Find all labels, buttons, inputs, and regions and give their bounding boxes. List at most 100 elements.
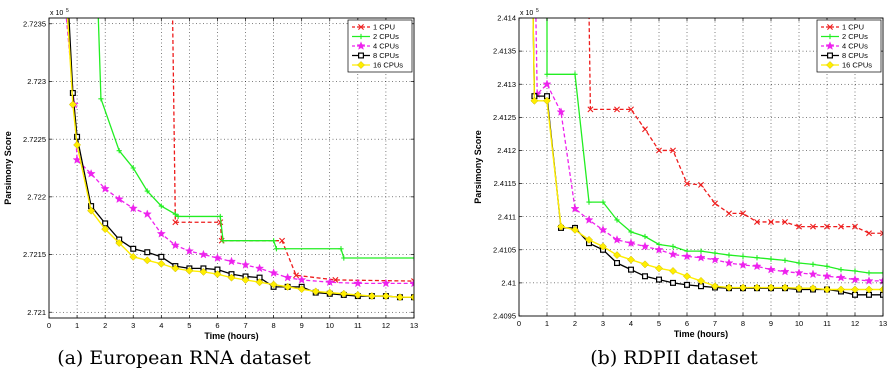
chart-a-series-4-point-15 — [255, 278, 264, 287]
chart-a-series-4-point-2 — [73, 140, 82, 149]
chart-a-series-group — [65, 10, 414, 302]
chart-european-rna: 0 1 2 3 4 5 6 7 8 9 10 11 12 132.7212.72152.7222.7225… — [3, 8, 418, 341]
chart-b-xtick-label-4: 4 — [629, 319, 633, 328]
chart-b-series-4-point-21 — [809, 284, 817, 293]
chart-a-legend-marker-2 — [356, 41, 366, 50]
chart-a-series-line-0 — [171, 18, 414, 282]
chart-a-series-4-point-16 — [269, 280, 278, 289]
chart-a-series-1-point-10 — [271, 238, 277, 244]
chart-a-ytick-label-0: 2.721 — [27, 308, 46, 317]
chart-a-series-4-point-17 — [283, 282, 292, 291]
chart-a-series-4-point-12 — [213, 270, 222, 279]
chart-a-series-2-point-7 — [142, 209, 152, 219]
chart-b-series-2-point-24 — [850, 274, 860, 284]
chart-a-xtick-label-13: 13 — [410, 321, 418, 330]
chart-a-series-2-point-13 — [226, 256, 237, 266]
chart-a-series-1-point-2 — [116, 148, 122, 154]
chart-a-series-2-point-3 — [86, 169, 96, 178]
chart-a-xtick-label-8: 8 — [272, 321, 276, 330]
chart-b-series-3-point-7 — [613, 260, 620, 267]
chart-b-multiplier-exp: 5 — [536, 8, 539, 14]
chart-b-legend-marker-3 — [826, 52, 833, 59]
chart-a-series-3-point-8 — [158, 253, 165, 260]
chart-b-multiplier: x 10 — [520, 10, 533, 17]
chart-a-series-4-point-25 — [396, 293, 404, 302]
chart-b-xtick-label-11: 11 — [823, 319, 831, 328]
caption-b: (b) RDPII dataset — [590, 347, 758, 369]
chart-b-series-0-point-20 — [852, 223, 858, 230]
chart-b-ytick-label-0: 2.4095 — [493, 312, 516, 321]
chart-b-series-1-point-3 — [586, 199, 592, 205]
chart-b-series-0-point-16 — [796, 223, 802, 230]
chart-a-xtick-label-5: 5 — [187, 321, 191, 330]
chart-a-legend-label-1: 2 CPUs — [373, 32, 399, 41]
chart-b-series-2-point-18 — [766, 264, 776, 274]
chart-a-series-0-point-1 — [170, 10, 175, 15]
chart-a-series-2-point-17 — [283, 272, 293, 282]
chart-b-series-4-point-26 — [879, 285, 883, 294]
chart-a-series-2-point-6 — [128, 203, 138, 213]
chart-b-series-1-point-17 — [782, 257, 788, 263]
chart-b-series-4-point-16 — [739, 283, 747, 292]
chart-a-series-2-point-16 — [269, 268, 279, 277]
chart-b-series-1-point-15 — [754, 255, 760, 261]
chart-b-series-2-point-23 — [836, 272, 846, 282]
chart-a-series-2-point-22 — [409, 278, 414, 288]
chart-rdpii: 0 1 2 3 4 5 6 7 8 9 10 11 12 132.40952.412.41052.4112… — [473, 8, 887, 339]
chart-a-series-1-point-6 — [172, 211, 178, 217]
chart-b-ytick-label-4: 2.4115 — [494, 179, 516, 188]
chart-b-series-0-point-1 — [586, 9, 591, 14]
chart-b-series-4-point-25 — [865, 285, 873, 294]
chart-a-series-1-point-14 — [411, 255, 414, 261]
chart-b-ytick-label-9: 2.414 — [497, 14, 516, 23]
chart-b-series-4-point-22 — [823, 285, 831, 294]
chart-b-series-4-point-2 — [543, 96, 551, 105]
chart-b-series-4-point-17 — [753, 283, 761, 292]
chart-b-series-0-point-10 — [712, 200, 718, 207]
chart-b-series-3-point-12 — [683, 281, 690, 288]
chart-b-series-4-point-6 — [599, 242, 607, 251]
chart-a-series-2-point-4 — [100, 184, 110, 193]
chart-b-series-2-point-3 — [556, 107, 566, 116]
chart-a-xtick-label-12: 12 — [382, 321, 390, 330]
chart-b-series-0-point-5 — [642, 126, 648, 133]
chart-b-xtick-label-0: 0 — [517, 319, 521, 328]
chart-b-series-1-point-5 — [614, 217, 620, 223]
chart-b-xtick-label-1: 1 — [545, 319, 549, 328]
chart-b-series-4-point-18 — [767, 283, 775, 292]
chart-a-xtick-label-11: 11 — [354, 321, 362, 330]
chart-b-series-2-point-21 — [808, 269, 818, 279]
chart-b-series-2-point-9 — [640, 241, 650, 251]
chart-a-series-4-point-10 — [185, 266, 194, 275]
chart-b-ytick-label-7: 2.413 — [497, 80, 516, 89]
chart-b-series-1-point-13 — [726, 252, 732, 258]
chart-b-legend-label-4: 16 CPUs — [842, 61, 872, 70]
chart-a-series-0-point-2 — [172, 219, 179, 226]
chart-a-legend-marker-0 — [358, 24, 364, 30]
chart-b-series-3-point-10 — [655, 276, 662, 283]
chart-a-series-1-point-11 — [273, 246, 280, 252]
chart-b-series-0-point-4 — [628, 106, 634, 113]
chart-b-series-2-point-5 — [584, 215, 594, 224]
chart-b-series-2-point-14 — [710, 254, 720, 264]
chart-b-series-0-point-2 — [587, 106, 594, 113]
chart-b-series-1-point-24 — [880, 270, 883, 276]
chart-a-series-2-point-10 — [184, 246, 194, 255]
chart-a-series-3-point-7 — [144, 249, 151, 256]
chart-a-series-1-point-5 — [158, 203, 164, 209]
chart-a-xlabel: Time (hours) — [204, 331, 258, 341]
chart-b-series-1-point-6 — [628, 229, 634, 235]
chart-b-series-1-point-9 — [670, 243, 676, 250]
chart-b-series-4-point-19 — [781, 283, 789, 292]
chart-a-series-0-point-7 — [332, 276, 339, 283]
chart-b-series-3-point-9 — [641, 273, 648, 280]
caption-a: (a) European RNA dataset — [57, 347, 311, 369]
chart-a-ytick-label-4: 2.723 — [27, 77, 46, 86]
chart-a-series-1-point-9 — [220, 238, 226, 244]
chart-a-xtick-label-4: 4 — [159, 321, 163, 330]
chart-a-series-2-point-20 — [353, 278, 363, 288]
chart-a-multiplier-exp: 5 — [66, 8, 69, 14]
chart-b-ylabel: Parsimony Score — [473, 130, 483, 204]
